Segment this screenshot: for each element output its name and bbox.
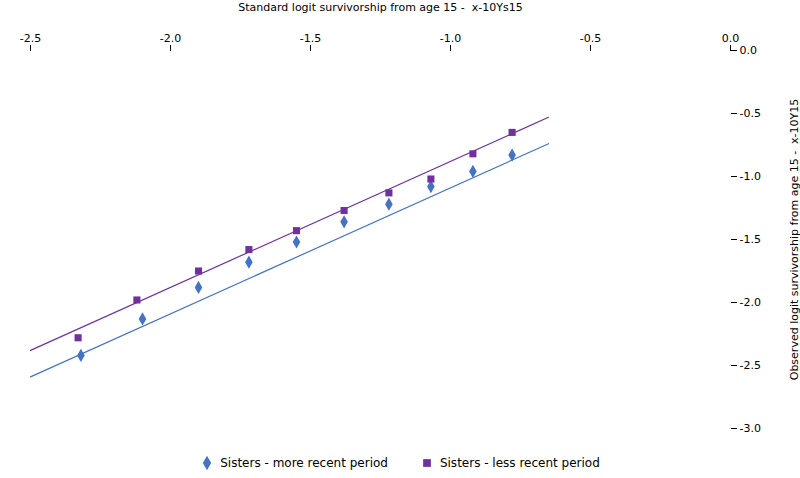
svg-text:-0.5: -0.5 [580,32,601,45]
svg-text:-2.5: -2.5 [740,359,761,372]
html-text:Sisters - less recent period: Sisters - less recent period [439,456,600,470]
svg-text:Standard logit survivorship fr: Standard logit survivorship from age 15 … [238,1,522,14]
svg-text:-2.5: -2.5 [20,32,41,45]
svg-text:-1.0: -1.0 [740,170,761,183]
svg-text:-1.0: -1.0 [440,32,461,45]
svg-text:0.0: 0.0 [722,32,740,45]
svg-text:-3.0: -3.0 [740,422,761,435]
svg-text:Observed logit survivorship fr: Observed logit survivorship from age 15 … [788,99,800,381]
svg-text:0.0: 0.0 [740,44,758,57]
html-text:Sisters - more recent period: Sisters - more recent period [220,456,388,470]
svg-text:-2.0: -2.0 [740,296,761,309]
svg-text:-1.5: -1.5 [300,32,321,45]
svg-text:-2.0: -2.0 [160,32,181,45]
svg-text:-1.5: -1.5 [740,233,761,246]
svg-text:-0.5: -0.5 [740,107,761,120]
